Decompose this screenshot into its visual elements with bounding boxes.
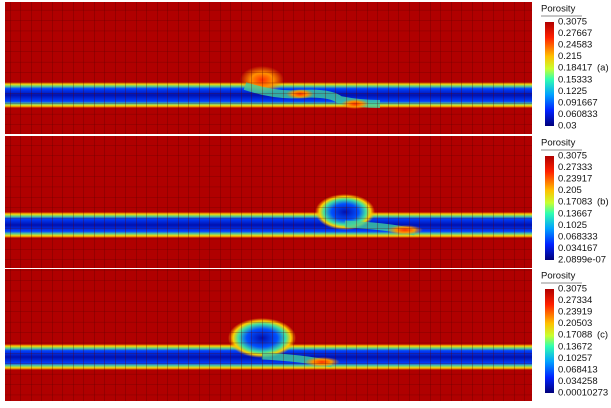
colorbar-tick-label: 0.10257 <box>558 353 592 364</box>
colorbar-tick-label: 0.3075 <box>558 151 587 162</box>
colorbar-tick-label: 0.27333 <box>558 162 592 173</box>
colorbar-tick-label: 0.13667 <box>558 208 592 219</box>
mesh <box>5 136 532 268</box>
colorbar-tick-label: 0.03 <box>558 121 577 132</box>
mesh <box>5 2 532 134</box>
colorbar-tick-label: 0.23917 <box>558 174 592 185</box>
colorbar-tick-label: 0.205 <box>558 185 582 196</box>
colorbar <box>545 156 554 260</box>
mesh <box>5 269 532 401</box>
panel-label: (a) <box>597 63 609 74</box>
colorbar-tick-label: 0.1225 <box>558 86 587 97</box>
colorbar-tick-label: 0.27334 <box>558 295 592 306</box>
colorbar-tick-label: 0.17083 <box>558 197 592 208</box>
colorbar-tick-label: 0.15333 <box>558 74 592 85</box>
colorbar-tick-label: 0.00010273 <box>558 388 608 399</box>
colorbar-tick-label: 2.0899e-07 <box>558 255 606 266</box>
colorbar-tick-label: 0.18417 <box>558 63 592 74</box>
legend-title: Porosity <box>541 138 576 149</box>
colorbar-tick-label: 0.1025 <box>558 220 587 231</box>
colorbar-tick-label: 0.24583 <box>558 40 592 51</box>
colorbar-tick-label: 0.17088 <box>558 330 592 341</box>
colorbar-tick-label: 0.068413 <box>558 364 598 375</box>
colorbar-tick-label: 0.215 <box>558 51 582 62</box>
colorbar-tick-label: 0.034258 <box>558 376 598 387</box>
colorbar <box>545 22 554 126</box>
colorbar-tick-label: 0.20503 <box>558 318 592 329</box>
panel-label: (c) <box>597 330 608 341</box>
colorbar-tick-label: 0.13672 <box>558 341 592 352</box>
colorbar-tick-label: 0.3075 <box>558 284 587 295</box>
colorbar-tick-label: 0.27667 <box>558 28 592 39</box>
panel-label: (b) <box>597 197 609 208</box>
colorbar-tick-label: 0.23919 <box>558 307 592 318</box>
legend-title: Porosity <box>541 4 576 15</box>
colorbar-tick-label: 0.060833 <box>558 109 598 120</box>
legend-title: Porosity <box>541 271 576 282</box>
colorbar-tick-label: 0.068333 <box>558 231 598 242</box>
colorbar-tick-label: 0.3075 <box>558 17 587 28</box>
colorbar-tick-label: 0.034167 <box>558 243 598 254</box>
colorbar-tick-label: 0.091667 <box>558 97 598 108</box>
colorbar <box>545 289 554 393</box>
